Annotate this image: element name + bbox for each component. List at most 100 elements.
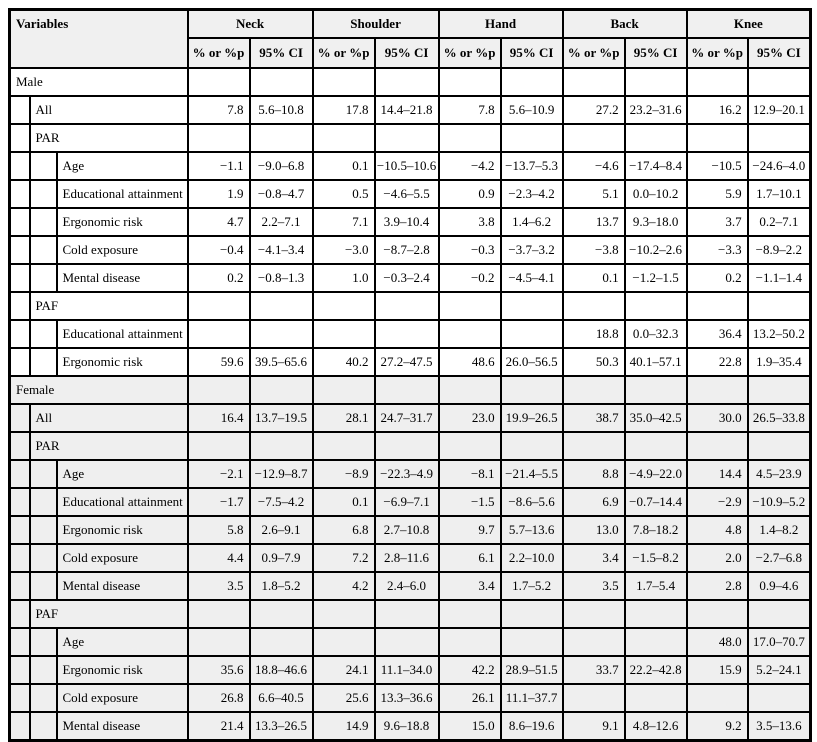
- indent-cell: [8, 571, 31, 601]
- value-cell: 4.4: [186, 543, 251, 573]
- indent-cell: [28, 683, 58, 713]
- value-cell: [685, 291, 749, 321]
- value-cell: −3.0: [311, 235, 376, 265]
- value-cell: [311, 627, 376, 657]
- ci-cell: −3.7–3.2: [499, 235, 564, 265]
- ci-cell: [499, 123, 564, 153]
- subheader-ci: 95% CI: [373, 37, 440, 69]
- value-cell: 16.2: [685, 95, 749, 125]
- ci-cell: −22.3–4.9: [373, 459, 440, 489]
- value-cell: 33.7: [561, 655, 626, 685]
- ci-cell: −4.9–22.0: [623, 459, 688, 489]
- indent-cell: [8, 179, 31, 209]
- ci-cell: 13.3–26.5: [248, 711, 314, 742]
- ci-cell: 22.2–42.8: [623, 655, 688, 685]
- value-cell: 5.8: [186, 515, 251, 545]
- ci-cell: 5.6–10.9: [499, 95, 564, 125]
- value-cell: 2.0: [685, 543, 749, 573]
- subheader-ci: 95% CI: [248, 37, 314, 69]
- ci-cell: 28.9–51.5: [499, 655, 564, 685]
- value-cell: [437, 291, 502, 321]
- ci-cell: −13.7–5.3: [499, 151, 564, 181]
- table-row: PAR: [8, 431, 812, 461]
- table-row: Age 48.0 17.0–70.7: [8, 627, 812, 657]
- ci-cell: −4.6–5.5: [373, 179, 440, 209]
- row-label: Mental disease: [55, 263, 189, 293]
- indent-cell: [8, 515, 31, 545]
- value-cell: 1.9: [186, 179, 251, 209]
- indent-cell: [28, 627, 58, 657]
- indent-cell: [28, 515, 58, 545]
- value-cell: [685, 431, 749, 461]
- ci-cell: [623, 599, 688, 629]
- table-row: Cold exposure −0.4 −4.1–3.4 −3.0 −8.7–2.8 −0.…: [8, 235, 812, 265]
- ci-cell: −21.4–5.5: [499, 459, 564, 489]
- ci-cell: [248, 123, 314, 153]
- value-cell: −0.2: [437, 263, 502, 293]
- value-cell: [685, 375, 749, 405]
- value-cell: 40.2: [311, 347, 376, 377]
- ci-cell: −4.1–3.4: [248, 235, 314, 265]
- ci-cell: 12.9–20.1: [746, 95, 812, 125]
- ci-cell: [623, 431, 688, 461]
- value-cell: 0.1: [561, 263, 626, 293]
- value-cell: [186, 123, 251, 153]
- ci-cell: −8.7–2.8: [373, 235, 440, 265]
- ci-cell: [373, 123, 440, 153]
- value-cell: 18.8: [561, 319, 626, 349]
- ci-cell: −8.9–2.2: [746, 235, 812, 265]
- ci-cell: −12.9–8.7: [248, 459, 314, 489]
- value-cell: −1.1: [186, 151, 251, 181]
- ci-cell: 2.7–10.8: [373, 515, 440, 545]
- value-cell: 36.4: [685, 319, 749, 349]
- ci-cell: 0.9–4.6: [746, 571, 812, 601]
- table-row: Ergonomic risk 59.6 39.5–65.6 40.2 27.2–47.5…: [8, 347, 812, 377]
- ci-cell: [623, 291, 688, 321]
- value-cell: [311, 123, 376, 153]
- indent-cell: [28, 347, 58, 377]
- table-row: All 16.4 13.7–19.5 28.1 24.7–31.7 23.0 19.9–26…: [8, 403, 812, 433]
- value-cell: 23.0: [437, 403, 502, 433]
- value-cell: 8.8: [561, 459, 626, 489]
- ci-cell: [623, 67, 688, 97]
- ci-cell: [623, 123, 688, 153]
- value-cell: −10.5: [685, 151, 749, 181]
- ci-cell: −1.2–1.5: [623, 263, 688, 293]
- ci-cell: 26.0–56.5: [499, 347, 564, 377]
- indent-cell: [28, 711, 58, 742]
- table-row: Male: [8, 67, 812, 97]
- value-cell: 28.1: [311, 403, 376, 433]
- indent-cell: [8, 291, 31, 321]
- ci-cell: [499, 431, 564, 461]
- value-cell: −2.1: [186, 459, 251, 489]
- value-cell: [186, 291, 251, 321]
- region-header-shoulder: Shoulder: [311, 8, 440, 39]
- value-cell: [561, 291, 626, 321]
- value-cell: 7.1: [311, 207, 376, 237]
- ci-cell: 18.8–46.6: [248, 655, 314, 685]
- value-cell: 59.6: [186, 347, 251, 377]
- value-cell: 22.8: [685, 347, 749, 377]
- value-cell: [437, 599, 502, 629]
- ci-cell: 2.2–10.0: [499, 543, 564, 573]
- value-cell: [311, 291, 376, 321]
- table-row: Age −2.1 −12.9–8.7 −8.9 −22.3–4.9 −8.1 −21.4–5…: [8, 459, 812, 489]
- table-row: Mental disease 21.4 13.3–26.5 14.9 9.6–18.8 1…: [8, 711, 812, 742]
- ci-cell: 0.0–32.3: [623, 319, 688, 349]
- value-cell: 26.8: [186, 683, 251, 713]
- ci-cell: [373, 291, 440, 321]
- table-row: Female: [8, 375, 812, 405]
- subheader-value: % or %p: [311, 37, 376, 69]
- value-cell: [561, 683, 626, 713]
- value-cell: −1.5: [437, 487, 502, 517]
- indent-cell: [8, 207, 31, 237]
- ci-cell: 5.6–10.8: [248, 95, 314, 125]
- ci-cell: [373, 319, 440, 349]
- value-cell: 3.5: [186, 571, 251, 601]
- ci-cell: 0.0–10.2: [623, 179, 688, 209]
- row-label: All: [28, 403, 189, 433]
- ci-cell: 40.1–57.1: [623, 347, 688, 377]
- ci-cell: −10.5–10.6: [373, 151, 440, 181]
- table-header: Variables Neck Shoulder Hand Back Knee %…: [8, 8, 812, 69]
